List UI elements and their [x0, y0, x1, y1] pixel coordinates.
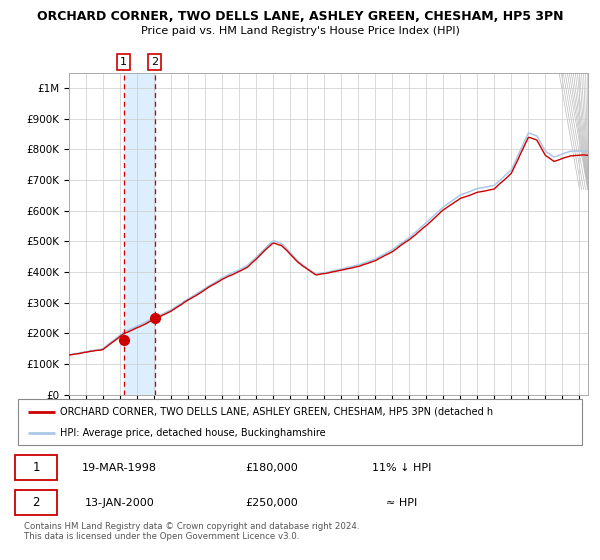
- Text: 1: 1: [32, 461, 40, 474]
- Text: £180,000: £180,000: [245, 463, 298, 473]
- Text: 13-JAN-2000: 13-JAN-2000: [85, 498, 154, 507]
- Text: £250,000: £250,000: [245, 498, 298, 507]
- Text: 1: 1: [120, 57, 127, 67]
- Text: Price paid vs. HM Land Registry's House Price Index (HPI): Price paid vs. HM Land Registry's House …: [140, 26, 460, 36]
- FancyBboxPatch shape: [15, 455, 58, 480]
- Text: 19-MAR-1998: 19-MAR-1998: [82, 463, 157, 473]
- Text: 2: 2: [151, 57, 158, 67]
- Text: 2: 2: [32, 496, 40, 509]
- Text: ≈ HPI: ≈ HPI: [386, 498, 417, 507]
- FancyBboxPatch shape: [18, 399, 582, 445]
- Text: 11% ↓ HPI: 11% ↓ HPI: [372, 463, 431, 473]
- FancyBboxPatch shape: [15, 490, 58, 515]
- Text: ORCHARD CORNER, TWO DELLS LANE, ASHLEY GREEN, CHESHAM, HP5 3PN (detached h: ORCHARD CORNER, TWO DELLS LANE, ASHLEY G…: [60, 407, 493, 417]
- Bar: [124, 73, 155, 395]
- Text: HPI: Average price, detached house, Buckinghamshire: HPI: Average price, detached house, Buck…: [60, 428, 326, 438]
- Text: ORCHARD CORNER, TWO DELLS LANE, ASHLEY GREEN, CHESHAM, HP5 3PN: ORCHARD CORNER, TWO DELLS LANE, ASHLEY G…: [37, 10, 563, 23]
- Text: Contains HM Land Registry data © Crown copyright and database right 2024.
This d: Contains HM Land Registry data © Crown c…: [24, 522, 359, 542]
